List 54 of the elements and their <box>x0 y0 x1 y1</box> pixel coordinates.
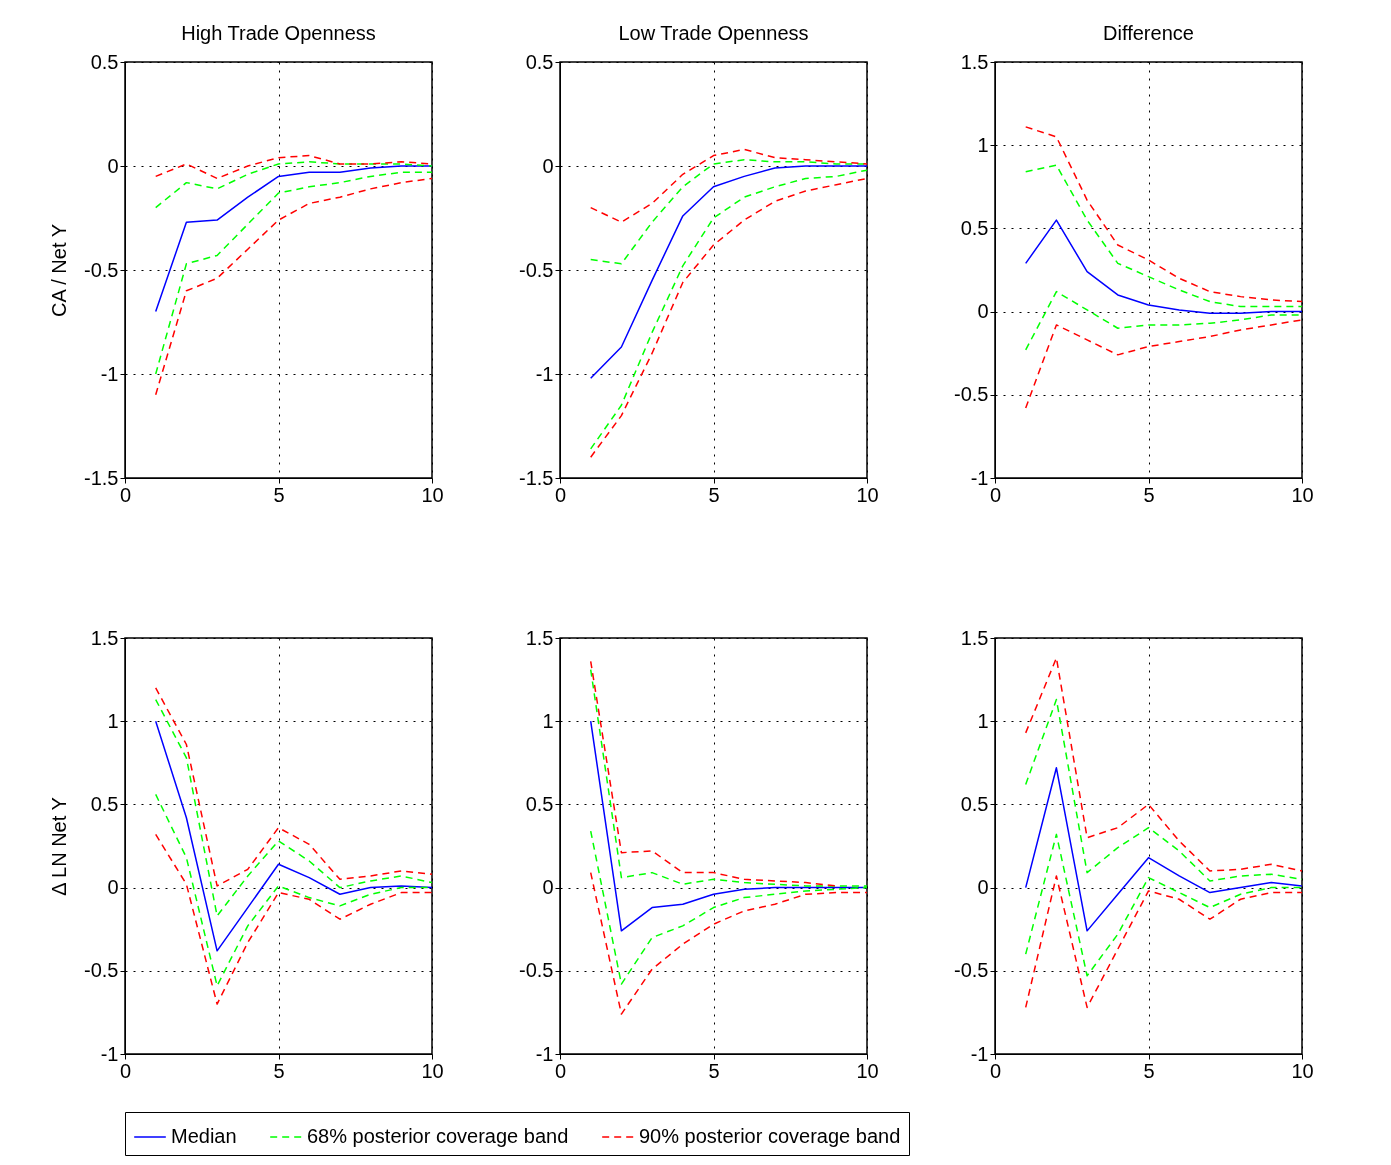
y-tick-label: -1 <box>100 362 119 385</box>
y-tick-label: 0 <box>977 876 989 899</box>
x-tick-label: 10 <box>1291 483 1314 506</box>
y-tick-label: 0.5 <box>90 50 119 73</box>
y-tick-label: 0 <box>542 154 554 177</box>
x-tick-label: 5 <box>273 483 285 506</box>
y-tick-label: -0.5 <box>954 383 989 406</box>
y-axis-title: CA / Net Y <box>48 223 71 318</box>
chart-title: Difference <box>1103 22 1194 44</box>
y-tick-label: -0.5 <box>954 959 989 982</box>
y-tick-label: 1 <box>542 709 554 732</box>
y-tick-label: 0 <box>107 154 119 177</box>
y-tick-label: -1 <box>100 1042 119 1065</box>
y-tick-label: 1 <box>977 133 989 156</box>
legend-label: Median <box>171 1125 237 1147</box>
y-tick-label: 0 <box>107 876 119 899</box>
y-tick-label: 0.5 <box>525 50 554 73</box>
x-tick-label: 5 <box>708 1059 720 1082</box>
y-tick-label: 0.5 <box>960 792 989 815</box>
y-tick-label: 0.5 <box>960 216 989 239</box>
y-tick-label: 1 <box>107 709 119 732</box>
y-tick-label: -0.5 <box>519 258 554 281</box>
legend-label: 68% posterior coverage band <box>307 1125 569 1147</box>
x-tick-label: 10 <box>856 483 879 506</box>
y-tick-label: -0.5 <box>84 258 119 281</box>
y-tick-label: 0 <box>977 300 989 323</box>
y-tick-label: -1 <box>970 466 989 489</box>
y-tick-label: 0.5 <box>525 792 554 815</box>
chart-title: Low Trade Openness <box>618 22 809 44</box>
x-tick-label: 5 <box>1143 1059 1155 1082</box>
y-tick-label: -0.5 <box>84 959 119 982</box>
y-tick-label: -1.5 <box>84 466 119 489</box>
y-tick-label: 1.5 <box>525 626 554 649</box>
legend-label: 90% posterior coverage band <box>639 1125 901 1147</box>
x-tick-label: 10 <box>856 1059 879 1082</box>
x-tick-label: 10 <box>421 1059 444 1082</box>
y-tick-label: -0.5 <box>519 959 554 982</box>
y-tick-label: -1 <box>535 362 554 385</box>
chart-title: High Trade Openness <box>181 22 376 44</box>
y-tick-label: 1.5 <box>960 626 989 649</box>
y-tick-label: 0 <box>542 876 554 899</box>
y-tick-label: 0.5 <box>90 792 119 815</box>
y-tick-label: 1.5 <box>90 626 119 649</box>
y-tick-label: 1 <box>977 709 989 732</box>
y-tick-label: -1.5 <box>519 466 554 489</box>
x-tick-label: 10 <box>1291 1059 1314 1082</box>
y-tick-label: 1.5 <box>960 50 989 73</box>
x-tick-label: 5 <box>1143 483 1155 506</box>
x-tick-label: 5 <box>708 483 720 506</box>
x-tick-label: 10 <box>421 483 444 506</box>
y-tick-label: -1 <box>970 1042 989 1065</box>
x-tick-label: 5 <box>273 1059 285 1082</box>
y-tick-label: -1 <box>535 1042 554 1065</box>
y-axis-title: Δ LN Net Y <box>48 797 71 896</box>
